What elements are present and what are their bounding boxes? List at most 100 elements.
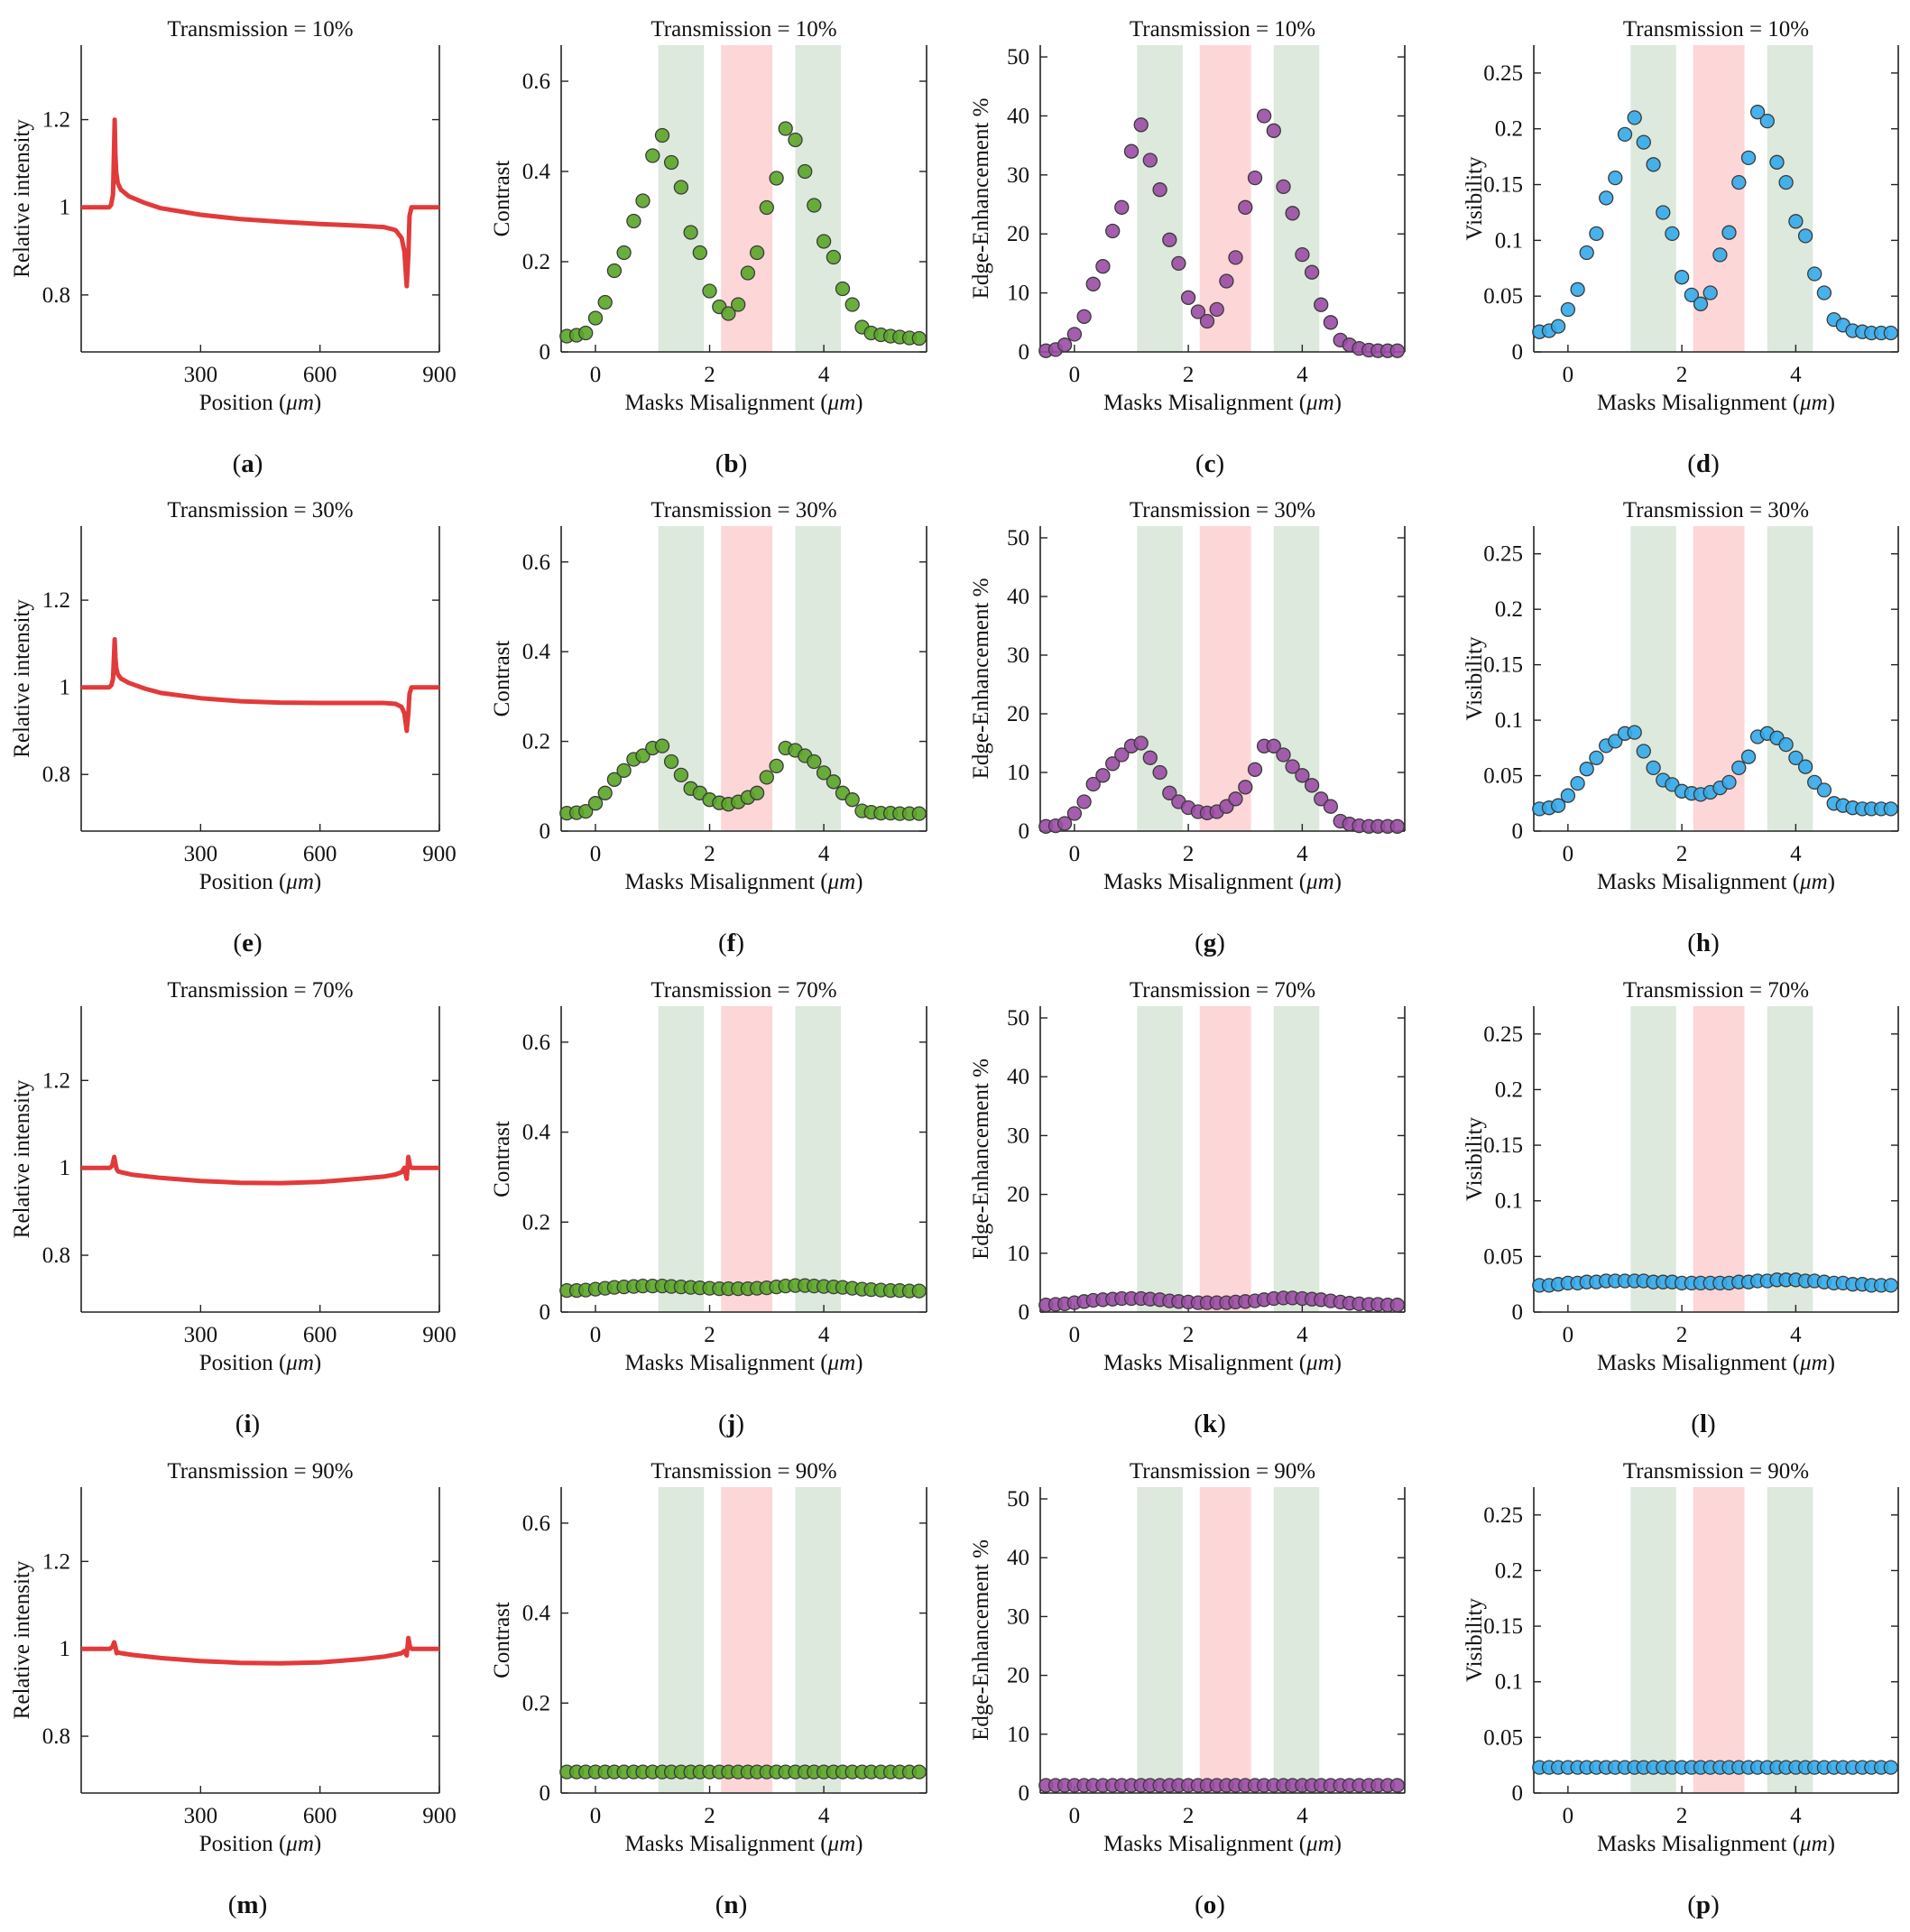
band-green-0 [1137,45,1183,352]
y-tick-label: 20 [1007,1664,1029,1688]
x-tick-label: 2 [1676,1804,1688,1828]
panel-title: Transmission = 70% [1623,978,1809,1003]
panel-title: Transmission = 70% [167,978,353,1003]
band-green-2 [1767,526,1813,831]
panel-label-letter: o [1204,1890,1217,1919]
y-tick-label: 30 [1007,643,1029,668]
y-tick-label: 0 [540,1781,551,1806]
data-point [1769,154,1785,170]
panel-title: Transmission = 10% [1130,17,1315,42]
x-axis-label-close: ) [855,1351,863,1375]
y-tick-label: 40 [1007,585,1029,609]
data-point [1304,778,1320,793]
panel-label-close: ) [1216,929,1225,957]
x-tick-label: 0 [590,842,602,866]
data-point [654,127,670,143]
y-tick-label: 0.2 [1495,597,1523,622]
x-tick-label: 0 [1563,1323,1574,1347]
y-tick-label: 20 [1007,222,1029,246]
data-point [1085,276,1101,291]
panel-h: 0 0.05 0.1 0.15 0.2 0.25 0 2 4 Transmission = 30%… [1462,498,1899,957]
panel-l: 0 0.05 0.1 0.15 0.2 0.25 0 2 4 Transmission = 70%… [1462,978,1899,1438]
panel-label-open: ( [235,1410,245,1438]
data-point [635,193,651,208]
y-tick-label: 50 [1007,1487,1029,1511]
panel-label-letter: a [241,449,254,478]
y-tick-label: 40 [1007,1065,1029,1089]
y-tick-label: 0.8 [42,1724,70,1749]
y-tick-label: 0.8 [42,763,70,787]
x-axis-label-text: Masks Misalignment ( [625,391,828,415]
data-point [1247,762,1263,777]
x-tick-label: 0 [1069,1804,1081,1828]
panel-label-close: ) [1711,1890,1720,1919]
x-axis-label-close: ) [314,870,321,894]
y-tick-label: 0.25 [1483,61,1523,86]
data-point [663,154,679,171]
panel-label-close: ) [739,449,748,478]
panel-label-open: ( [1687,1890,1696,1919]
x-tick-label: 0 [590,1804,602,1828]
data-point [1152,764,1167,781]
data-point [1740,150,1757,166]
data-point [1314,297,1329,312]
data-point [1199,313,1215,329]
x-tick-label: 2 [704,363,715,387]
x-tick-label: 4 [1790,1323,1802,1347]
panel-label-letter: p [1696,1890,1711,1919]
profile-line [81,117,439,289]
panel-label: (g) [1195,929,1225,957]
x-tick-label: 0 [1069,842,1081,866]
data-point [1123,143,1140,159]
data-point [1114,199,1130,215]
panel-label-open: ( [1691,1410,1700,1438]
data-point [1238,780,1253,795]
band-red-1 [721,45,773,352]
panel-label-close: ) [254,929,263,957]
data-point [683,225,698,240]
panel-title: Transmission = 10% [651,17,836,42]
x-axis-label-text: Masks Misalignment ( [1597,870,1800,894]
x-axis-label-unit: μm [285,1351,314,1375]
panel-label-letter: e [242,929,254,957]
data-point [597,294,613,310]
x-axis-label-text: Masks Misalignment ( [1597,1832,1800,1856]
panel-g: 0 10 20 30 40 50 0 2 4 Transmission = 30% Masks Mi… [969,498,1406,957]
data-point [1285,759,1300,774]
band-green-2 [1767,1487,1813,1793]
x-axis-label: Position (μm) [199,1832,321,1856]
data-point [1693,296,1709,311]
panel-label-open: ( [715,1890,724,1919]
y-tick-label: 10 [1007,1723,1029,1747]
y-tick-label: 0.2 [1495,1558,1523,1583]
x-tick-label: 4 [1790,842,1802,866]
panel-label: (h) [1687,929,1719,957]
band-red-1 [1693,1487,1745,1793]
x-tick-label: 2 [704,1804,715,1828]
x-axis-label-unit: μm [1306,391,1334,415]
data-point [1190,304,1206,319]
x-axis-label-text: Masks Misalignment ( [625,870,828,894]
x-tick-label: 2 [1676,363,1688,387]
x-axis-label-close: ) [314,391,321,415]
data-point [587,310,604,326]
x-tick-label: 4 [1296,842,1308,866]
panel-label-close: ) [1711,929,1720,957]
data-point [1627,110,1642,125]
data-point [1209,301,1224,318]
panel-title: Transmission = 70% [651,978,836,1003]
data-point [1276,747,1291,763]
x-axis-label-unit: μm [1306,1832,1334,1856]
data-point [1883,801,1898,817]
y-tick-label: 10 [1007,282,1029,306]
y-tick-label: 0 [540,819,551,844]
band-red-1 [1199,1006,1251,1312]
x-tick-label: 2 [1183,842,1195,866]
data-point [1617,126,1633,143]
y-tick-label: 50 [1007,45,1029,69]
data-point [578,803,594,819]
x-tick-label: 300 [184,363,218,387]
data-point [911,806,927,821]
panel-i: 0.8 1 1.2 300 600 900 Transmission = 70% Positi… [10,978,457,1438]
